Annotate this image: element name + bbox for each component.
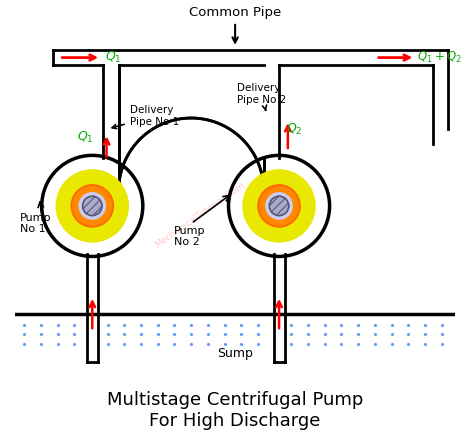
Circle shape <box>266 193 292 219</box>
Text: Pump
No 1: Pump No 1 <box>20 213 51 234</box>
Circle shape <box>79 193 106 219</box>
Circle shape <box>82 196 102 215</box>
Text: Delivery
Pipe No 2: Delivery Pipe No 2 <box>237 83 287 110</box>
Circle shape <box>73 186 111 225</box>
Circle shape <box>269 196 289 215</box>
Text: $Q_1+Q_2$: $Q_1+Q_2$ <box>418 50 463 65</box>
Text: $Q_1$: $Q_1$ <box>106 50 122 65</box>
Text: Pump
No 2: Pump No 2 <box>173 226 205 248</box>
Circle shape <box>82 196 102 215</box>
Text: $Q_2$: $Q_2$ <box>286 121 302 136</box>
Circle shape <box>269 196 289 215</box>
Circle shape <box>243 170 315 242</box>
Text: Sump: Sump <box>217 347 253 359</box>
Text: Multistage Centrifugal Pump
For High Discharge: Multistage Centrifugal Pump For High Dis… <box>107 391 363 429</box>
Circle shape <box>228 155 329 256</box>
Circle shape <box>56 170 128 242</box>
Circle shape <box>260 186 299 225</box>
Circle shape <box>42 155 143 256</box>
Text: $Q_1$: $Q_1$ <box>77 130 93 145</box>
Text: Common Pipe: Common Pipe <box>189 6 281 43</box>
Text: MechanicalTutorial.Com: MechanicalTutorial.Com <box>153 180 246 249</box>
Polygon shape <box>118 65 264 190</box>
Text: Delivery
Pipe No 1: Delivery Pipe No 1 <box>112 105 179 128</box>
